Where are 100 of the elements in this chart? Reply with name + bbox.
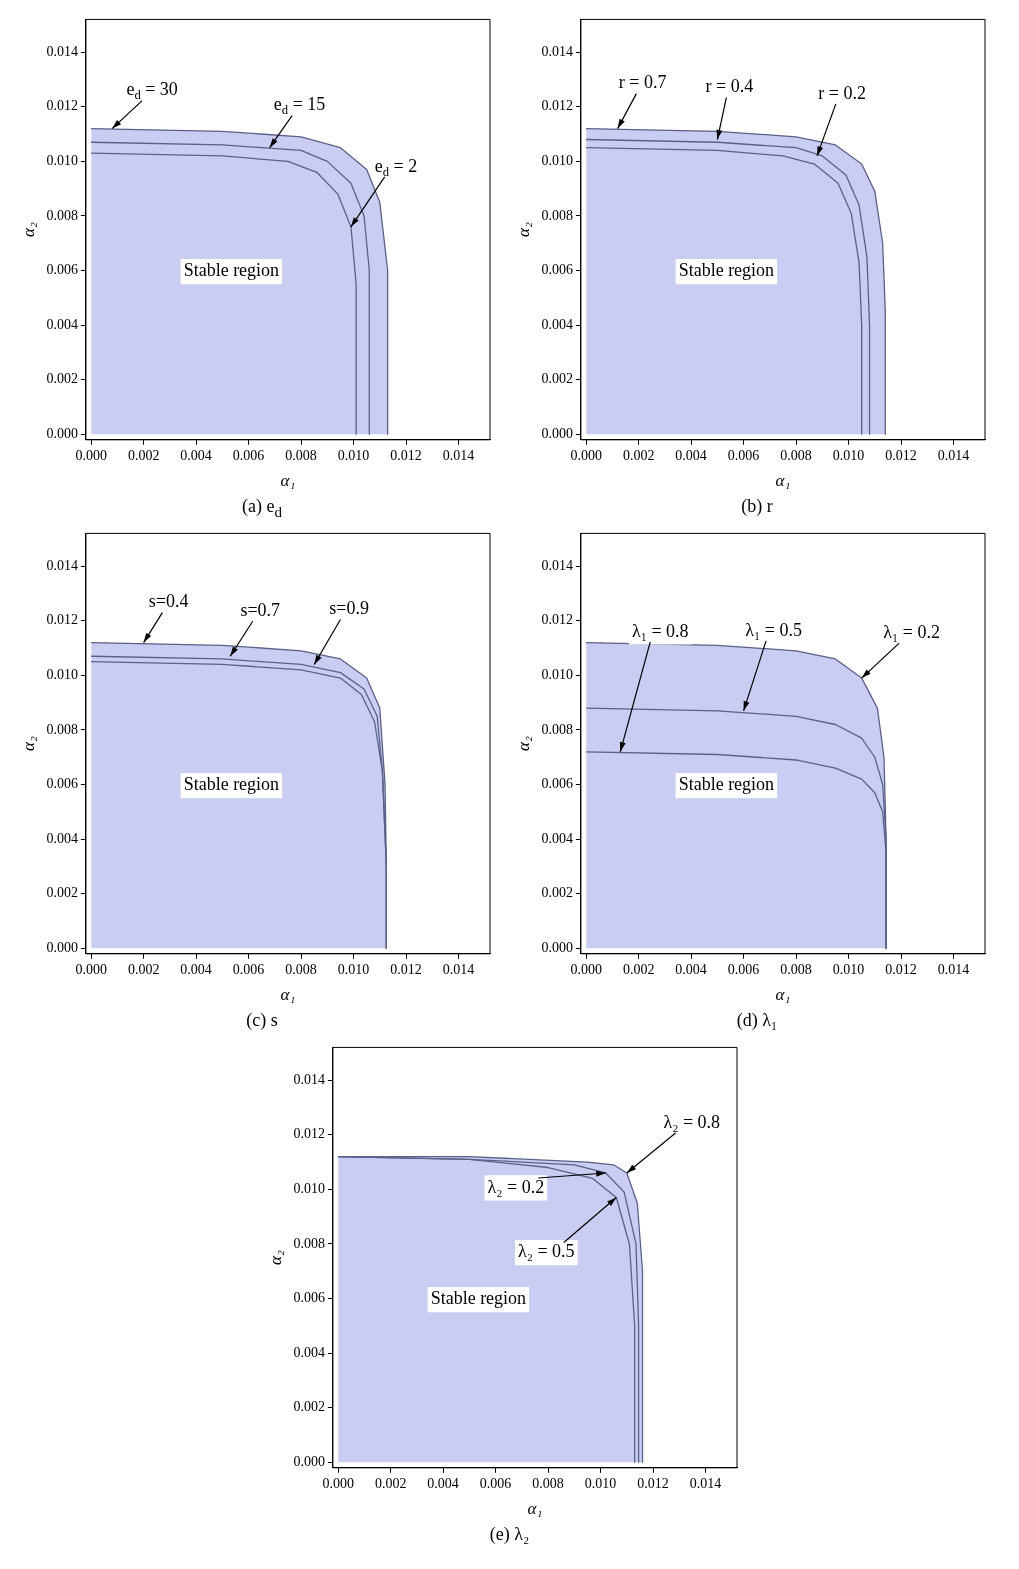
x-tick-label: 0.002 (127, 961, 159, 977)
y-axis-title: α₂ (513, 222, 533, 238)
x-tick-label: 0.000 (322, 1475, 354, 1491)
y-tick-label: 0.004 (293, 1344, 325, 1360)
x-tick-label: 0.006 (232, 447, 264, 463)
y-tick-label: 0.010 (45, 153, 78, 169)
y-tick-label: 0.002 (45, 371, 78, 387)
y-tick-label: 0.004 (45, 830, 78, 846)
x-tick-label: 0.002 (622, 961, 654, 977)
x-tick-label: 0.010 (584, 1475, 617, 1491)
y-tick-label: 0.010 (540, 153, 573, 169)
y-tick-label: 0.002 (540, 371, 573, 387)
y-tick-label: 0.008 (540, 207, 573, 223)
x-tick-label: 0.006 (232, 961, 264, 977)
x-tick-label: 0.002 (127, 447, 159, 463)
x-tick-label: 0.008 (779, 961, 812, 977)
y-tick-label: 0.008 (293, 1235, 325, 1251)
x-tick-label: 0.014 (937, 447, 969, 463)
text: (b) r (740, 496, 774, 518)
annotation: s=0.7 (239, 599, 280, 620)
y-tick-label: 0.012 (540, 98, 573, 114)
x-tick-label: 0.004 (427, 1475, 459, 1491)
y-tick-label: 0.006 (293, 1290, 325, 1306)
annotation: s=0.4 (148, 591, 188, 612)
y-tick-label: 0.006 (540, 262, 573, 278)
y-tick-label: 0.012 (45, 612, 78, 628)
x-tick-label: 0.006 (727, 961, 759, 977)
y-tick-label: 0.002 (45, 885, 78, 901)
text: (d) λ₁ (735, 1010, 779, 1032)
x-tick-label: 0.006 (479, 1475, 512, 1491)
y-tick-label: 0.014 (45, 43, 78, 59)
annotation: λ₁ = 0.2 (882, 621, 940, 642)
annotation: λ₁ = 0.8 (631, 620, 689, 641)
y-tick-label: 0.014 (45, 557, 78, 573)
x-tick-label: 0.004 (674, 961, 707, 977)
y-tick-label: 0.006 (45, 262, 78, 278)
annotation: λ₁ = 0.5 (744, 619, 802, 640)
x-tick-label: 0.010 (832, 961, 864, 977)
x-tick-label: 0.006 (727, 447, 759, 463)
y-tick-label: 0.006 (540, 776, 573, 792)
y-tick-label: 0.008 (45, 721, 78, 737)
y-tick-label: 0.012 (540, 612, 573, 628)
y-tick-label: 0.010 (45, 667, 78, 683)
annotation: λ₂ = 0.2 (487, 1176, 545, 1197)
x-tick-label: 0.012 (389, 961, 422, 977)
x-tick-label: 0.004 (674, 447, 707, 463)
x-tick-label: 0.014 (689, 1475, 722, 1491)
y-tick-label: 0.010 (293, 1181, 325, 1197)
annotation: r = 0.4 (705, 76, 753, 97)
y-tick-label: 0.002 (293, 1399, 325, 1415)
x-axis-title: α₁ (775, 471, 790, 491)
y-axis-title: α₂ (18, 736, 38, 752)
x-tick-label: 0.000 (74, 961, 107, 977)
y-axis-title: α₂ (265, 1250, 285, 1266)
y-tick-label: 0.010 (540, 667, 573, 683)
x-tick-label: 0.012 (884, 447, 917, 463)
text: (e) λ₂ (488, 1524, 531, 1546)
y-tick-label: 0.008 (540, 721, 573, 737)
x-tick-label: 0.000 (569, 447, 602, 463)
y-tick-label: 0.012 (293, 1126, 325, 1142)
y-tick-label: 0.004 (540, 316, 573, 332)
y-tick-label: 0.004 (540, 830, 573, 846)
y-tick-label: 0.000 (540, 940, 573, 956)
y-axis-title: α₂ (513, 736, 533, 752)
annotation: Stable region (678, 774, 774, 795)
y-tick-label: 0.000 (540, 426, 573, 442)
y-axis-title: α₂ (18, 222, 38, 238)
x-axis-title: α₁ (527, 1499, 543, 1519)
x-tick-label: 0.004 (179, 447, 212, 463)
annotation: Stable region (183, 260, 279, 281)
y-tick-label: 0.014 (540, 43, 573, 59)
annotation: r = 0.7 (618, 72, 666, 93)
y-tick-label: 0.012 (45, 98, 78, 114)
annotation: Stable region (183, 774, 279, 795)
y-tick-label: 0.004 (45, 316, 78, 332)
x-tick-label: 0.008 (779, 447, 812, 463)
x-tick-label: 0.000 (569, 961, 602, 977)
x-axis-title: α₁ (775, 985, 790, 1005)
y-tick-label: 0.014 (540, 557, 573, 573)
x-tick-label: 0.010 (337, 961, 369, 977)
annotation: Stable region (430, 1288, 527, 1309)
x-tick-label: 0.000 (74, 447, 107, 463)
annotation: λ₂ = 0.8 (663, 1111, 721, 1132)
x-tick-label: 0.014 (442, 447, 474, 463)
x-tick-label: 0.012 (884, 961, 917, 977)
text: (c) s (245, 1010, 279, 1032)
y-tick-label: 0.014 (293, 1071, 325, 1087)
y-tick-label: 0.008 (45, 207, 78, 223)
x-tick-label: 0.004 (179, 961, 212, 977)
annotation: Stable region (678, 260, 774, 281)
y-tick-label: 0.000 (293, 1454, 325, 1470)
x-tick-label: 0.014 (937, 961, 969, 977)
x-tick-label: 0.012 (389, 447, 422, 463)
y-tick-label: 0.002 (540, 885, 573, 901)
y-tick-label: 0.006 (45, 776, 78, 792)
x-tick-label: 0.002 (622, 447, 654, 463)
text: (a) e$_{d}$ (241, 496, 283, 522)
x-tick-label: 0.010 (337, 447, 369, 463)
x-tick-label: 0.002 (374, 1475, 407, 1491)
x-axis-title: α₁ (280, 471, 295, 491)
